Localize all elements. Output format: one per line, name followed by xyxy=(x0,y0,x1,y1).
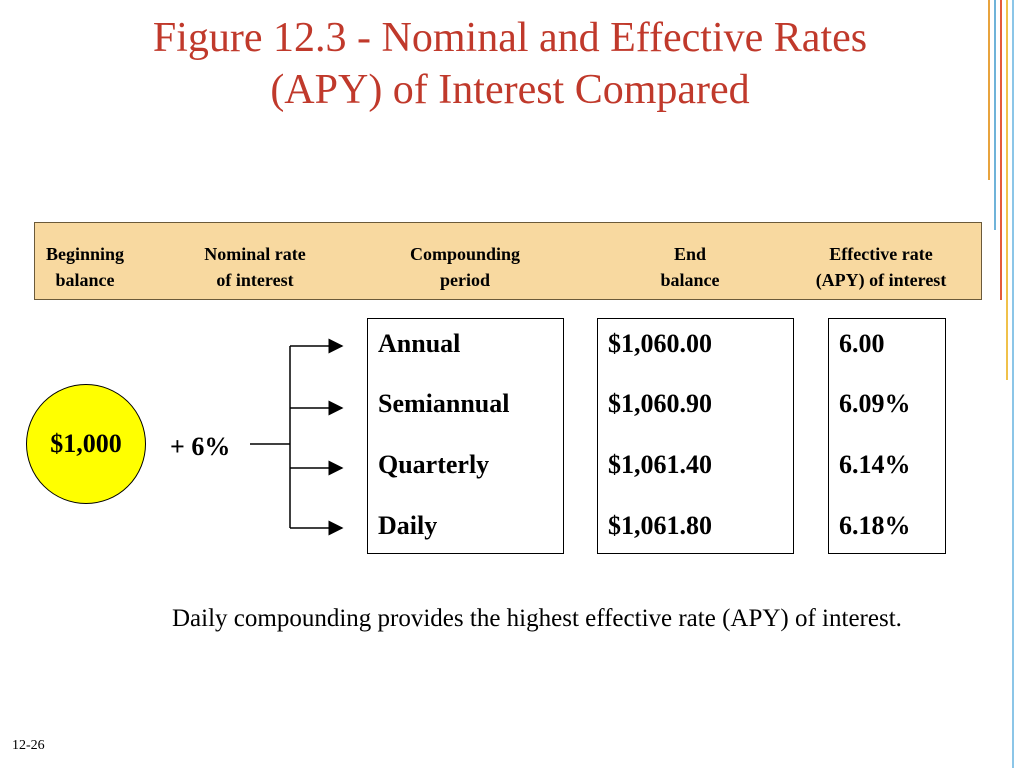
header-beginning-balance: Beginning balance xyxy=(45,244,125,290)
column-header-bar: Beginning balance Nominal rate of interest… xyxy=(34,222,982,300)
end-balance-annual: $1,060.00 xyxy=(608,329,712,358)
period-annual: Annual xyxy=(378,329,461,358)
decorative-vertical-lines xyxy=(988,0,1014,768)
branch-arrows xyxy=(250,338,344,536)
end-balance-box: $1,060.00 $1,060.90 $1,061.40 $1,061.80 xyxy=(597,318,794,554)
header-effective-rate: Effective rate (APY) of interest xyxy=(815,244,947,290)
end-balance-semiannual: $1,060.90 xyxy=(608,389,712,418)
summary-note: Daily compounding provides the highest e… xyxy=(172,605,902,632)
effective-rate-annual: 6.00 xyxy=(839,329,885,358)
end-balance-daily: $1,061.80 xyxy=(608,511,712,540)
period-semiannual: Semiannual xyxy=(378,389,510,418)
end-balance-quarterly: $1,061.40 xyxy=(608,450,712,479)
period-quarterly: Quarterly xyxy=(378,450,490,479)
effective-rate-box: 6.00 6.09% 6.14% 6.18% xyxy=(828,318,946,554)
header-nominal-rate: Nominal rate of interest xyxy=(204,244,306,290)
nominal-rate-label: + 6% xyxy=(170,432,231,461)
slide-number: 12-26 xyxy=(12,738,45,753)
period-daily: Daily xyxy=(378,511,438,540)
slide-title: Figure 12.3 - Nominal and Effective Rate… xyxy=(60,12,960,116)
effective-rate-quarterly: 6.14% xyxy=(839,450,911,479)
effective-rate-semiannual: 6.09% xyxy=(839,389,911,418)
slide-title-line-2: (APY) of Interest Compared xyxy=(270,67,750,113)
header-compounding-period: Compounding period xyxy=(409,244,521,290)
header-end-balance: End balance xyxy=(660,244,720,290)
compounding-period-box: Annual Semiannual Quarterly Daily xyxy=(367,318,564,554)
slide-title-line-1: Figure 12.3 - Nominal and Effective Rate… xyxy=(152,15,868,61)
beginning-balance-circle: $1,000 xyxy=(26,384,146,504)
effective-rate-daily: 6.18% xyxy=(839,511,911,540)
